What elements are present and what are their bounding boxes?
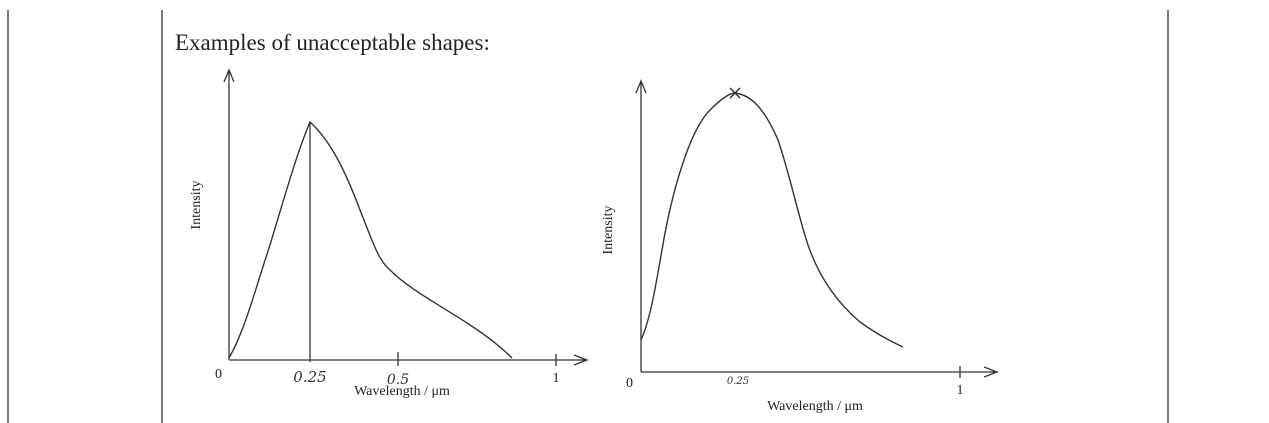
peak-cross: [729, 87, 741, 99]
y-axis-label: Intensity: [601, 206, 616, 255]
tick-label: 0.25: [727, 376, 749, 387]
sketch-right: Intensity 0 0.25 1 Wavelength / μm: [601, 79, 999, 414]
x-axis: [641, 366, 999, 378]
tick-label: 0.5: [387, 372, 409, 388]
curve: [640, 92, 904, 348]
heading: Examples of unacceptable shapes:: [175, 30, 490, 55]
y-axis-label: Intensity: [189, 181, 204, 230]
origin-label: 0: [626, 376, 633, 391]
x-axis-label: Wavelength / μm: [354, 384, 450, 399]
y-axis: [635, 79, 647, 372]
x-axis: [229, 354, 589, 366]
tick-label: 1: [957, 383, 964, 398]
tick-label: 0.25: [293, 368, 326, 386]
x-axis-label: Wavelength / μm: [767, 399, 863, 414]
y-axis: [223, 68, 235, 360]
sketch-left: Intensity 0 0.25 0.5 1 Wavelength / μm: [189, 68, 589, 399]
origin-label: 0: [215, 367, 222, 382]
tick-label: 1: [553, 371, 560, 386]
curve: [228, 120, 513, 359]
